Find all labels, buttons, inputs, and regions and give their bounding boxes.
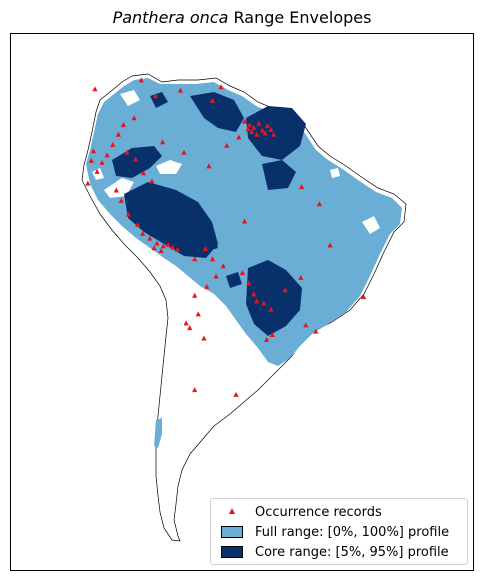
occurrence-marker [181,149,187,155]
occurrence-marker [241,218,248,224]
occurrence-marker [192,292,198,298]
map-title-suffix: Range Envelopes [228,8,372,27]
legend-label-core-range: Core range: [5%, 95%] profile [255,544,449,560]
occurrence-marker [303,322,309,328]
occurrence-marker [213,273,219,279]
occurrence-marker [85,180,91,186]
occurrence-marker [251,124,257,130]
legend: Occurrence records Full range: [0%, 100%… [210,498,468,565]
occurrence-marker [209,256,216,262]
occurrence-marker [218,84,224,90]
occurrence-triangle-icon [229,508,235,514]
occurrence-marker [264,336,270,342]
occurrence-marker [313,328,319,334]
occurrence-marker [149,178,155,184]
occurrence-marker [245,126,251,132]
occurrence-marker [118,197,124,203]
occurrence-marker [135,221,141,227]
full-range-swatch [221,526,243,538]
occurrence-marker [298,184,305,190]
occurrence-marker [254,298,260,304]
occurrence-marker [298,274,304,280]
occurrence-marker [99,159,105,165]
occurrence-marker [88,157,94,163]
occurrence-marker [110,142,116,148]
occurrence-marker [206,163,212,169]
core-range-envelope [112,92,306,336]
occurrence-marker [268,306,274,312]
occurrence-marker [202,245,208,251]
occurrence-marker [124,149,130,155]
occurrence-marker [174,246,181,252]
occurrence-marker [160,139,166,145]
occurrence-marker [125,211,132,217]
occurrence-marker [224,142,230,148]
occurrence-marker [271,131,277,137]
occurrence-marker [158,248,164,254]
occurrence-marker [104,152,110,158]
occurrence-marker [170,244,176,250]
map-title: Panthera onca Range Envelopes [0,8,484,27]
occurrence-marker [160,243,166,249]
occurrence-marker [327,242,333,248]
occurrence-marker [147,235,153,241]
map-frame [10,33,474,571]
occurrence-marker [92,86,98,92]
occurrence-marker [113,187,119,193]
occurrence-marker [94,168,100,174]
occurrence-marker [154,240,160,246]
occurrence-marker [183,320,189,326]
occurrence-marker [192,387,198,393]
range-gaps [92,90,380,234]
occurrence-marker [256,120,262,126]
occurrence-marker [177,87,184,93]
occurrence-marker [187,325,193,331]
occurrence-marker [264,122,270,128]
occurrence-marker [316,201,322,207]
full-range-southern-strip [154,418,162,448]
occurrence-records-layer [85,77,367,397]
occurrence-marker [233,391,239,397]
legend-item-occurrence: Occurrence records [211,503,467,521]
occurrence-marker [236,134,242,140]
occurrence-marker [195,311,201,317]
occurrence-marker [239,270,246,276]
occurrence-marker [259,127,265,133]
legend-item-full-range: Full range: [0%, 100%] profile [211,523,467,541]
occurrence-marker [140,170,146,176]
occurrence-marker [220,263,226,269]
occurrence-marker [132,156,139,162]
occurrence-marker [138,77,144,83]
occurrence-marker [241,118,248,124]
occurrence-marker [254,131,260,137]
occurrence-marker [90,148,97,154]
occurrence-marker [152,93,159,99]
occurrence-marker [246,280,252,286]
occurrence-marker [204,283,210,289]
occurrence-marker [249,128,255,134]
occurrence-marker [261,300,267,306]
occurrence-marker [262,130,268,136]
occurrence-marker [131,115,137,121]
occurrence-marker [151,245,157,251]
legend-item-core-range: Core range: [5%, 95%] profile [211,543,467,561]
occurrence-marker [201,335,207,341]
occurrence-marker [120,122,127,128]
occurrence-marker [360,294,367,300]
occurrence-marker [209,97,216,103]
occurrence-marker [246,122,253,128]
occurrence-marker [165,241,171,247]
legend-label-occurrence: Occurrence records [255,504,382,520]
legend-label-full-range: Full range: [0%, 100%] profile [255,524,450,540]
occurrence-marker [269,332,275,338]
occurrence-marker [192,256,198,262]
occurrence-marker [115,131,122,137]
map-title-species: Panthera onca [112,8,229,27]
occurrence-marker [251,291,257,297]
occurrence-marker [140,230,146,236]
core-range-swatch [221,546,243,558]
occurrence-marker [268,126,274,132]
occurrence-marker [282,287,288,293]
